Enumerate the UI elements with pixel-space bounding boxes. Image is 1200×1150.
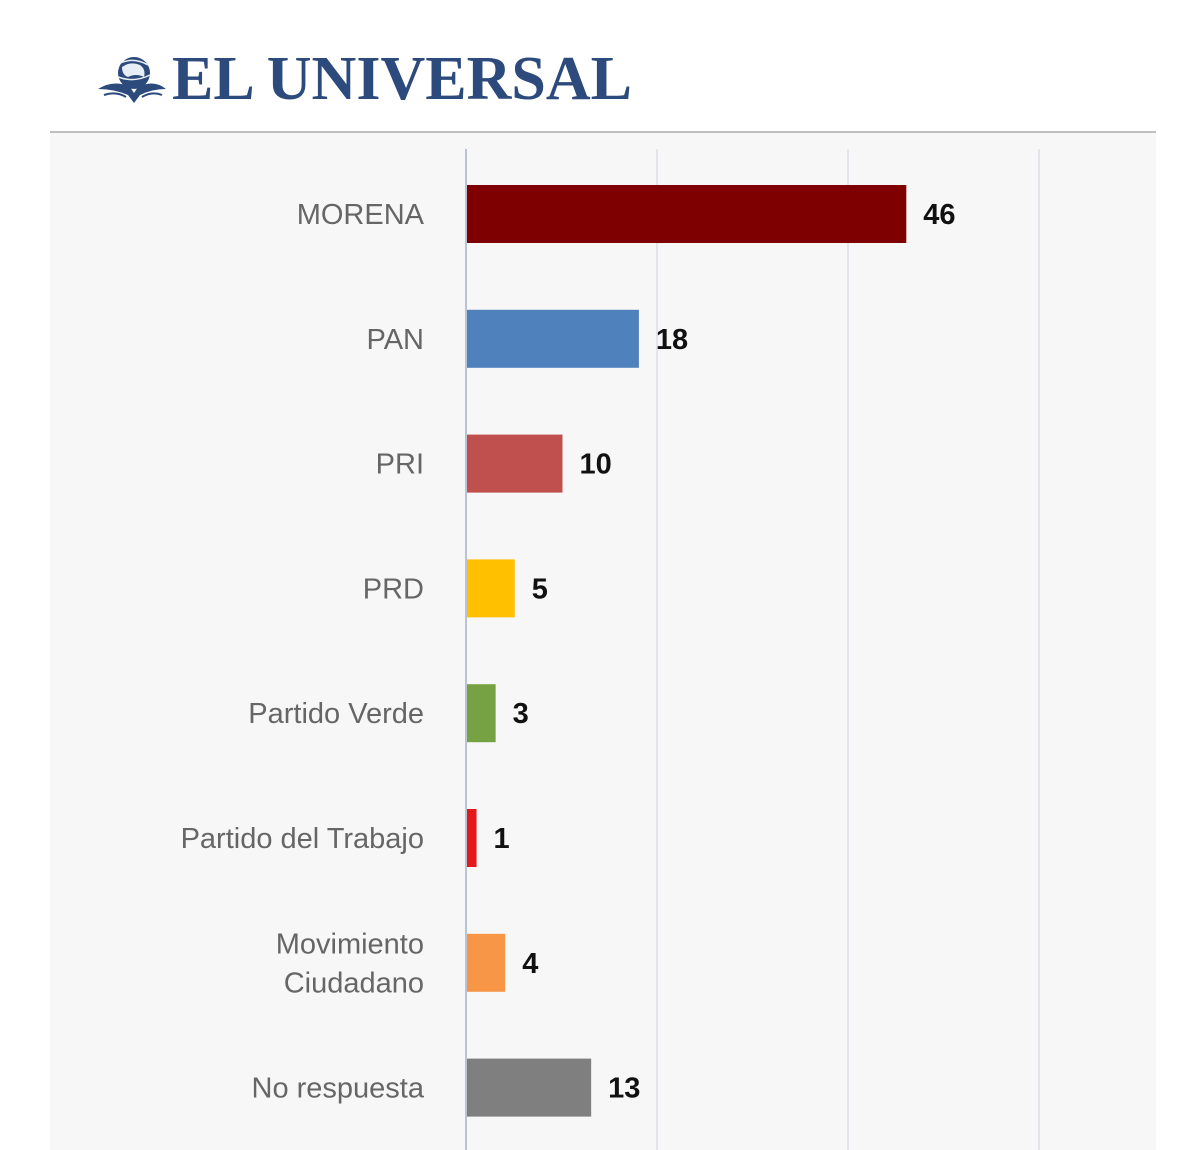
header-divider xyxy=(50,131,1156,133)
data-label: 18 xyxy=(656,324,688,356)
data-label: 5 xyxy=(532,573,548,605)
data-label: 13 xyxy=(608,1073,640,1105)
category-label: Ciudadano xyxy=(284,967,424,999)
chart-panel: MORENA 46 PAN 18 PRI 10 PRD 5 Partido Verde 3 Part… xyxy=(50,133,1156,1150)
data-label: 4 xyxy=(522,948,538,980)
bar xyxy=(467,185,907,243)
bar xyxy=(467,684,496,743)
data-label: 3 xyxy=(513,698,529,730)
data-label: 10 xyxy=(580,449,612,481)
bar xyxy=(467,434,563,493)
bar xyxy=(467,809,477,867)
globe-eagle-icon xyxy=(98,57,166,103)
category-label: Partido del Trabajo xyxy=(181,823,424,855)
data-label: 46 xyxy=(923,199,955,231)
bar xyxy=(467,559,515,618)
bar xyxy=(467,309,639,368)
category-label: PAN xyxy=(367,324,424,356)
brand-title: EL UNIVERSAL xyxy=(172,45,632,113)
category-label: Movimiento xyxy=(276,928,424,960)
bar xyxy=(467,1058,592,1117)
category-label: PRI xyxy=(376,449,424,481)
category-label: Partido Verde xyxy=(248,698,424,730)
category-label: MORENA xyxy=(297,199,425,231)
data-label: 1 xyxy=(494,823,510,855)
category-label: PRD xyxy=(363,573,424,605)
masthead: EL UNIVERSAL xyxy=(96,44,632,114)
bar-chart: MORENA 46 PAN 18 PRI 10 PRD 5 Partido Verde 3 Part… xyxy=(181,149,1040,1150)
category-label: No respuesta xyxy=(252,1073,425,1105)
bar xyxy=(467,933,506,992)
